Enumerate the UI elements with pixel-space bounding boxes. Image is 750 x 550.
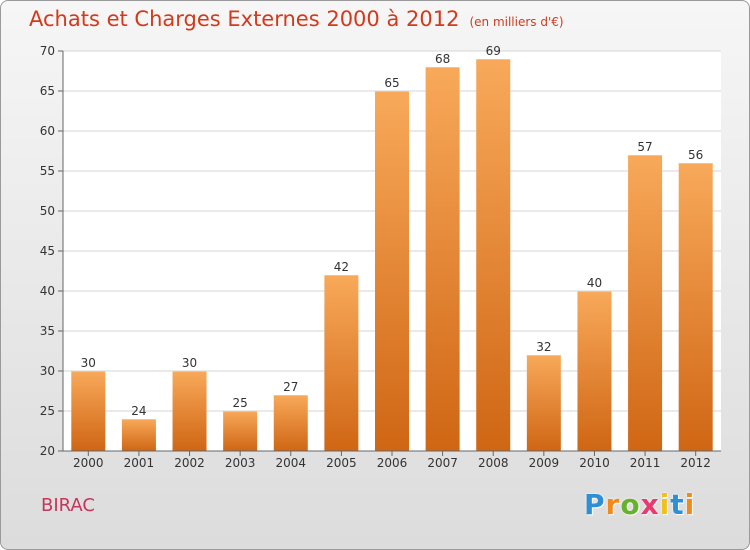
bar-value-label: 42 (334, 260, 349, 274)
logo-letter: o (620, 488, 641, 521)
x-tick-label: 2001 (124, 456, 155, 470)
chart-subtitle: (en milliers d'€) (469, 15, 564, 29)
bar (628, 155, 663, 451)
bar (121, 419, 156, 451)
bar (476, 59, 511, 451)
bar-value-label: 25 (233, 396, 248, 410)
chart-title-text: Achats et Charges Externes 2000 à 2012 (29, 7, 460, 31)
bar (172, 371, 207, 451)
x-tick-label: 2010 (579, 456, 610, 470)
bar-value-label: 30 (81, 356, 96, 370)
bar-value-label: 40 (587, 276, 602, 290)
logo-letter: i (659, 488, 671, 521)
bar-value-label: 30 (182, 356, 197, 370)
bar-value-label: 65 (384, 76, 399, 90)
y-tick-label: 40 (40, 284, 55, 298)
bar (577, 291, 612, 451)
x-tick-label: 2012 (680, 456, 711, 470)
y-tick-label: 60 (40, 124, 55, 138)
x-tick-label: 2000 (73, 456, 104, 470)
y-tick-label: 30 (40, 364, 55, 378)
bar (273, 395, 308, 451)
bar (678, 163, 713, 451)
bar-value-label: 56 (688, 148, 703, 162)
bar-value-label: 68 (435, 52, 450, 66)
bar-value-label: 57 (637, 140, 652, 154)
y-tick-label: 70 (40, 44, 55, 58)
bar (425, 67, 460, 451)
bar-value-label: 32 (536, 340, 551, 354)
y-tick-label: 50 (40, 204, 55, 218)
bar (324, 275, 359, 451)
logo-letter: r (605, 488, 621, 521)
x-tick-label: 2011 (630, 456, 661, 470)
y-tick-label: 65 (40, 84, 55, 98)
y-tick-label: 45 (40, 244, 55, 258)
bar-value-label: 69 (486, 44, 501, 58)
bar-value-label: 24 (131, 404, 146, 418)
x-tick-label: 2002 (174, 456, 205, 470)
logo-letter: P (584, 488, 606, 521)
commune-name: BIRAC (41, 495, 95, 516)
logo-letter: x (640, 488, 660, 521)
y-tick-label: 20 (40, 444, 55, 458)
x-tick-label: 2003 (225, 456, 256, 470)
logo-letter: t (670, 488, 685, 521)
x-tick-label: 2009 (529, 456, 560, 470)
x-tick-label: 2007 (427, 456, 458, 470)
bar (71, 371, 106, 451)
y-tick-label: 25 (40, 404, 55, 418)
y-tick-label: 35 (40, 324, 55, 338)
bar (223, 411, 258, 451)
chart-title: Achats et Charges Externes 2000 à 2012 (e… (29, 7, 564, 31)
bar (375, 91, 409, 451)
x-tick-label: 2006 (377, 456, 408, 470)
logo-letter: i (684, 488, 696, 521)
proxiti-logo: Proxiti (584, 488, 695, 521)
x-tick-label: 2004 (275, 456, 306, 470)
x-tick-label: 2005 (326, 456, 357, 470)
bar (526, 355, 561, 451)
x-tick-label: 2008 (478, 456, 509, 470)
y-tick-label: 55 (40, 164, 55, 178)
bar-value-label: 27 (283, 380, 298, 394)
